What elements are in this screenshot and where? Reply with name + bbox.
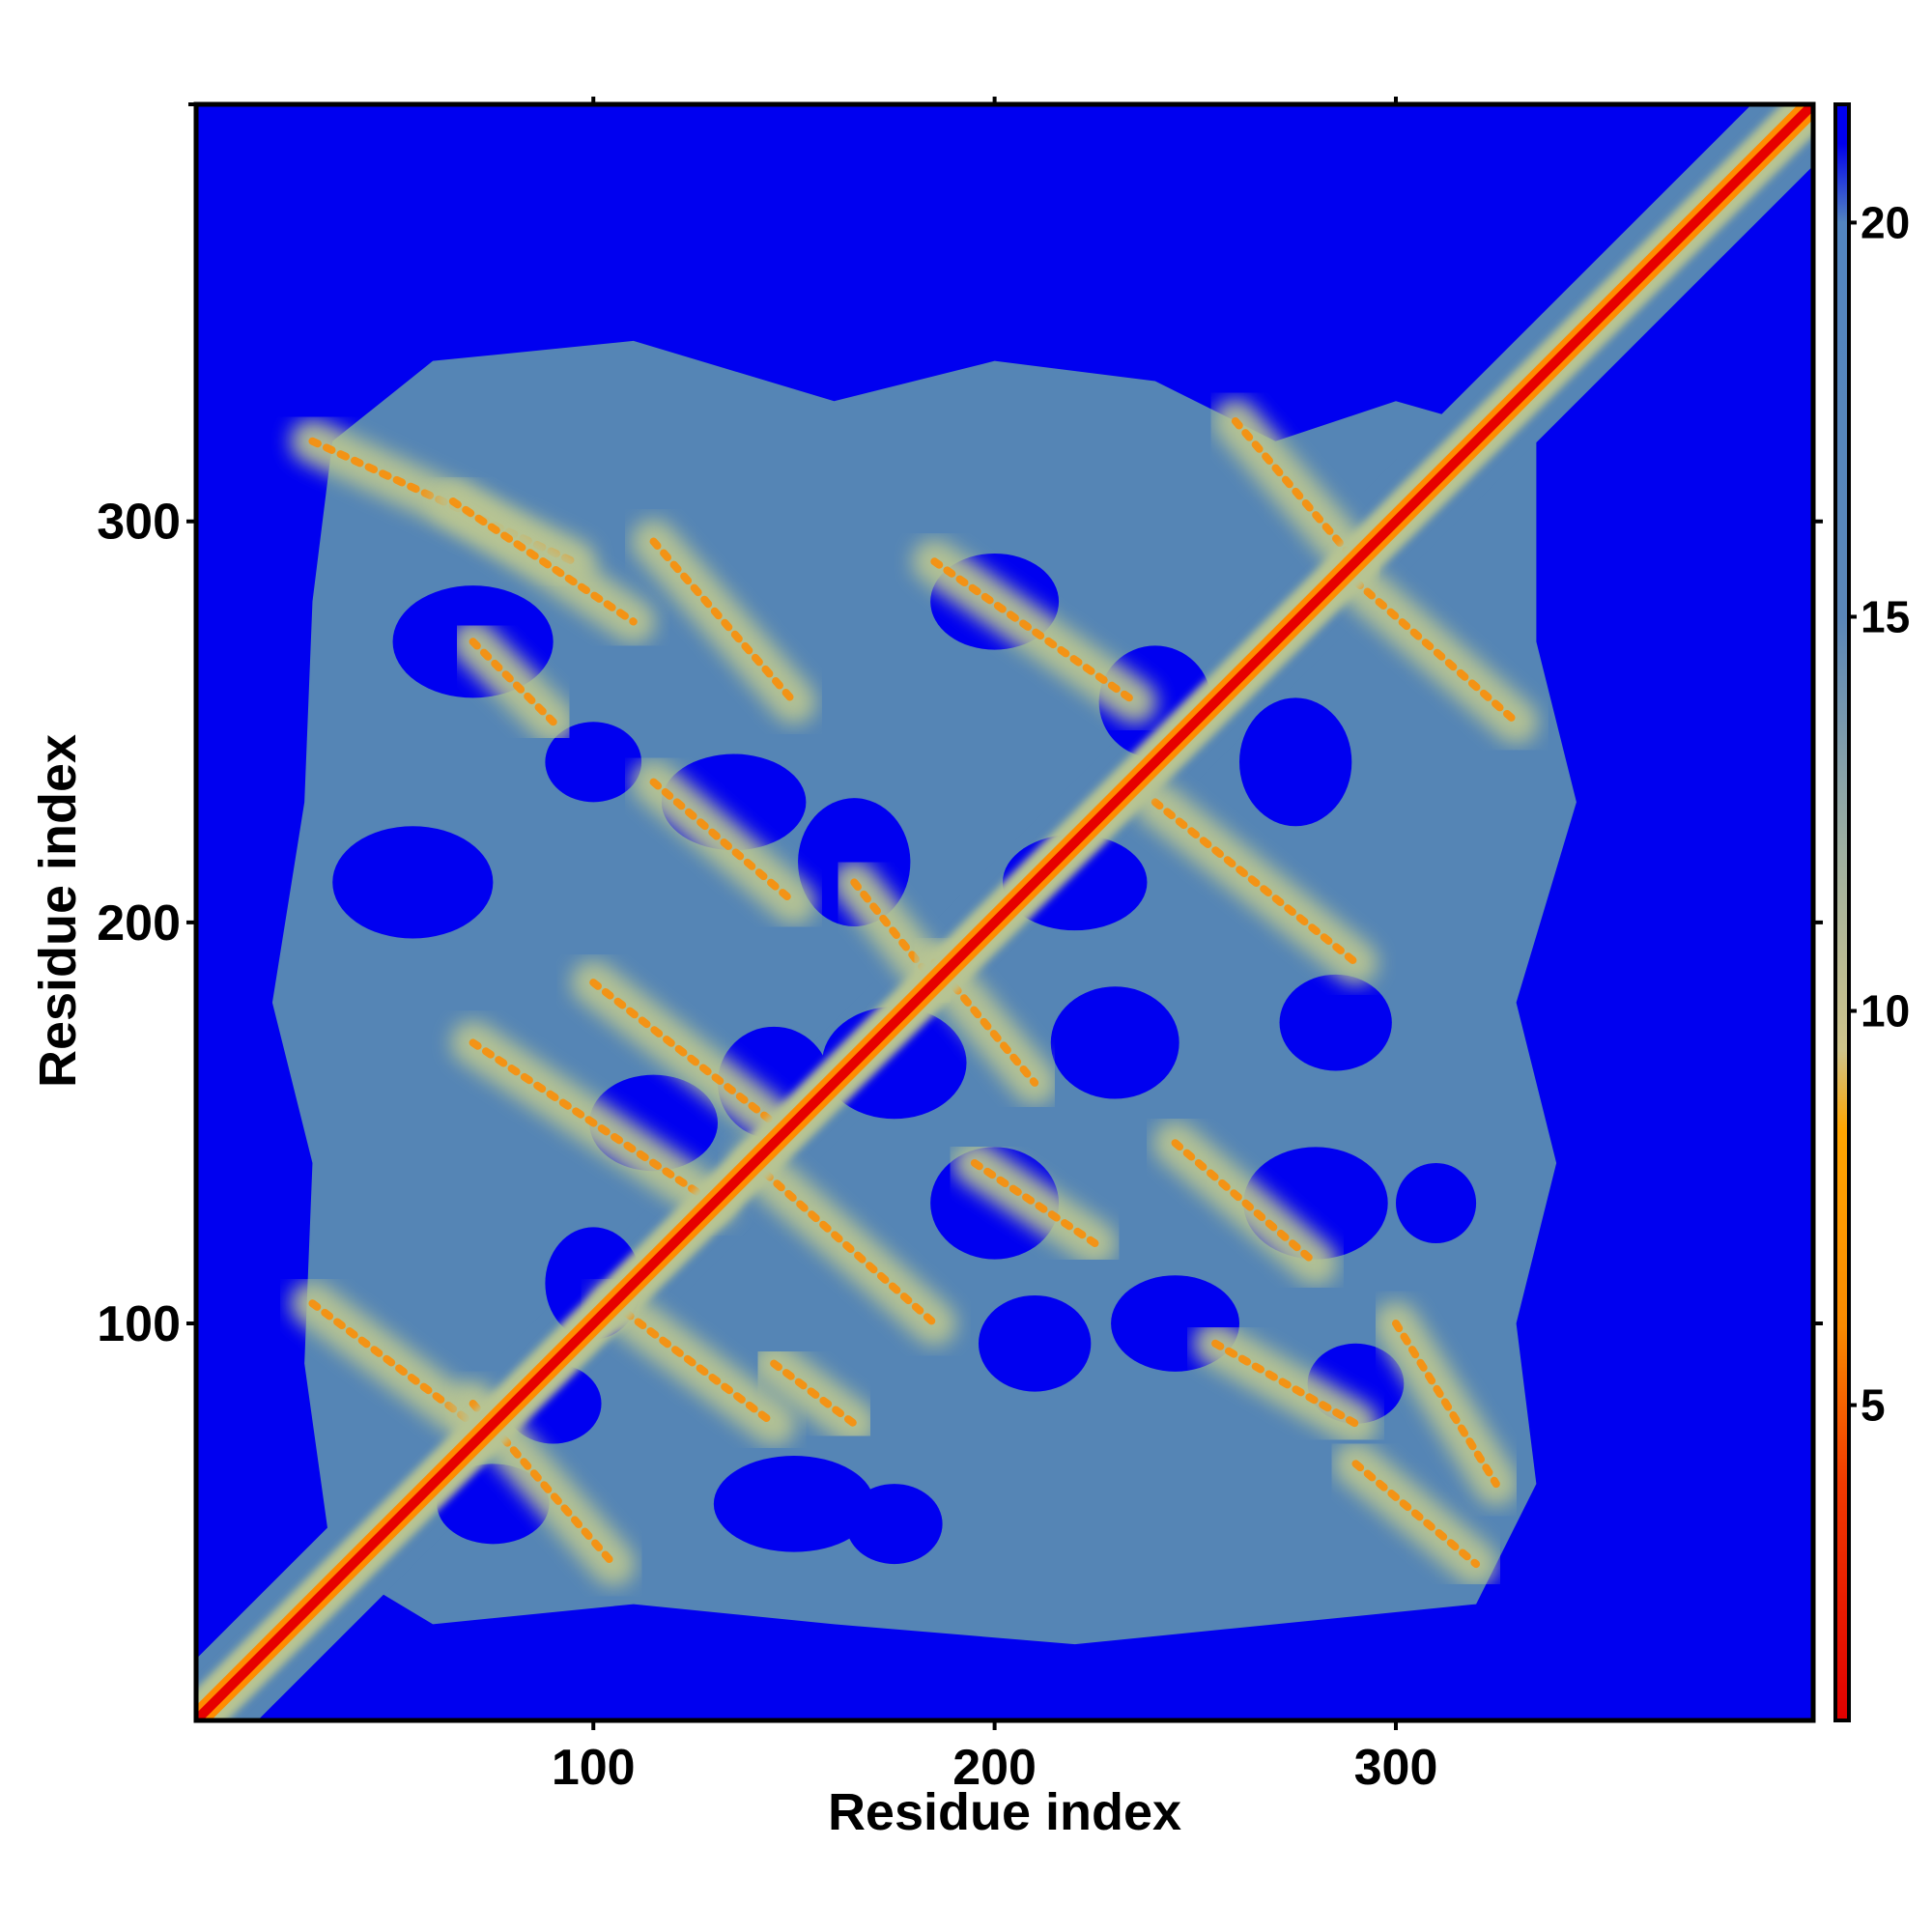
y-tick-label: 100 bbox=[97, 1296, 181, 1352]
far-region bbox=[1050, 986, 1179, 1099]
far-region bbox=[713, 1456, 874, 1552]
contact-band bbox=[649, 778, 798, 907]
contact-band bbox=[308, 1299, 477, 1428]
far-region bbox=[332, 826, 494, 939]
far-region bbox=[978, 1294, 1092, 1392]
axes: 100 200 300 100 200 300 bbox=[97, 97, 1823, 1796]
contact-band bbox=[469, 638, 557, 726]
contact-band bbox=[770, 1359, 859, 1428]
contact-band bbox=[1351, 1460, 1481, 1569]
diagonal-contact bbox=[196, 104, 1813, 1720]
contact-band bbox=[1351, 578, 1520, 726]
colorbar-tick-label: 5 bbox=[1861, 1380, 1886, 1431]
far-region bbox=[1279, 974, 1392, 1071]
contact-band bbox=[589, 979, 779, 1127]
contact-band bbox=[610, 1299, 779, 1428]
x-tick-label: 200 bbox=[952, 1740, 1037, 1796]
diagonal bbox=[196, 104, 1813, 1720]
far-region bbox=[1396, 1162, 1477, 1243]
contact-band bbox=[1151, 798, 1360, 967]
x-tick-label: 300 bbox=[1354, 1740, 1438, 1796]
far-region bbox=[845, 1484, 943, 1565]
contact-band bbox=[649, 537, 798, 706]
heatmap-layer bbox=[196, 104, 1813, 1720]
colorbar: 5 10 15 20 bbox=[1833, 102, 1910, 1722]
contact-band bbox=[970, 1158, 1099, 1247]
far-region bbox=[545, 722, 642, 803]
colorbar-tick-label: 10 bbox=[1861, 986, 1910, 1037]
y-axis-title: Residue index bbox=[29, 734, 87, 1088]
contact-band bbox=[1392, 1320, 1500, 1489]
contact-band bbox=[750, 1158, 939, 1328]
contact-bands bbox=[290, 398, 1539, 1587]
colorbar-tick-label: 20 bbox=[1861, 197, 1910, 247]
contact-band bbox=[930, 557, 1139, 706]
far-region bbox=[1239, 697, 1352, 827]
y-tick-label: 200 bbox=[97, 895, 181, 952]
y-tick-label: 300 bbox=[97, 495, 181, 551]
contact-band bbox=[1211, 1339, 1360, 1428]
contact-band bbox=[1231, 416, 1360, 566]
x-tick-label: 100 bbox=[552, 1740, 636, 1796]
colorbar-frame bbox=[1833, 102, 1851, 1722]
contact-band bbox=[448, 497, 638, 626]
contact-band bbox=[469, 1038, 718, 1208]
contact-band bbox=[1171, 1139, 1320, 1267]
contact-band bbox=[930, 958, 1039, 1087]
x-axis-title: Residue index bbox=[828, 1783, 1181, 1841]
colorbar-tick-label: 15 bbox=[1861, 591, 1910, 641]
colorbar-gradient bbox=[1835, 104, 1849, 1720]
plot-frame bbox=[193, 101, 1816, 1723]
